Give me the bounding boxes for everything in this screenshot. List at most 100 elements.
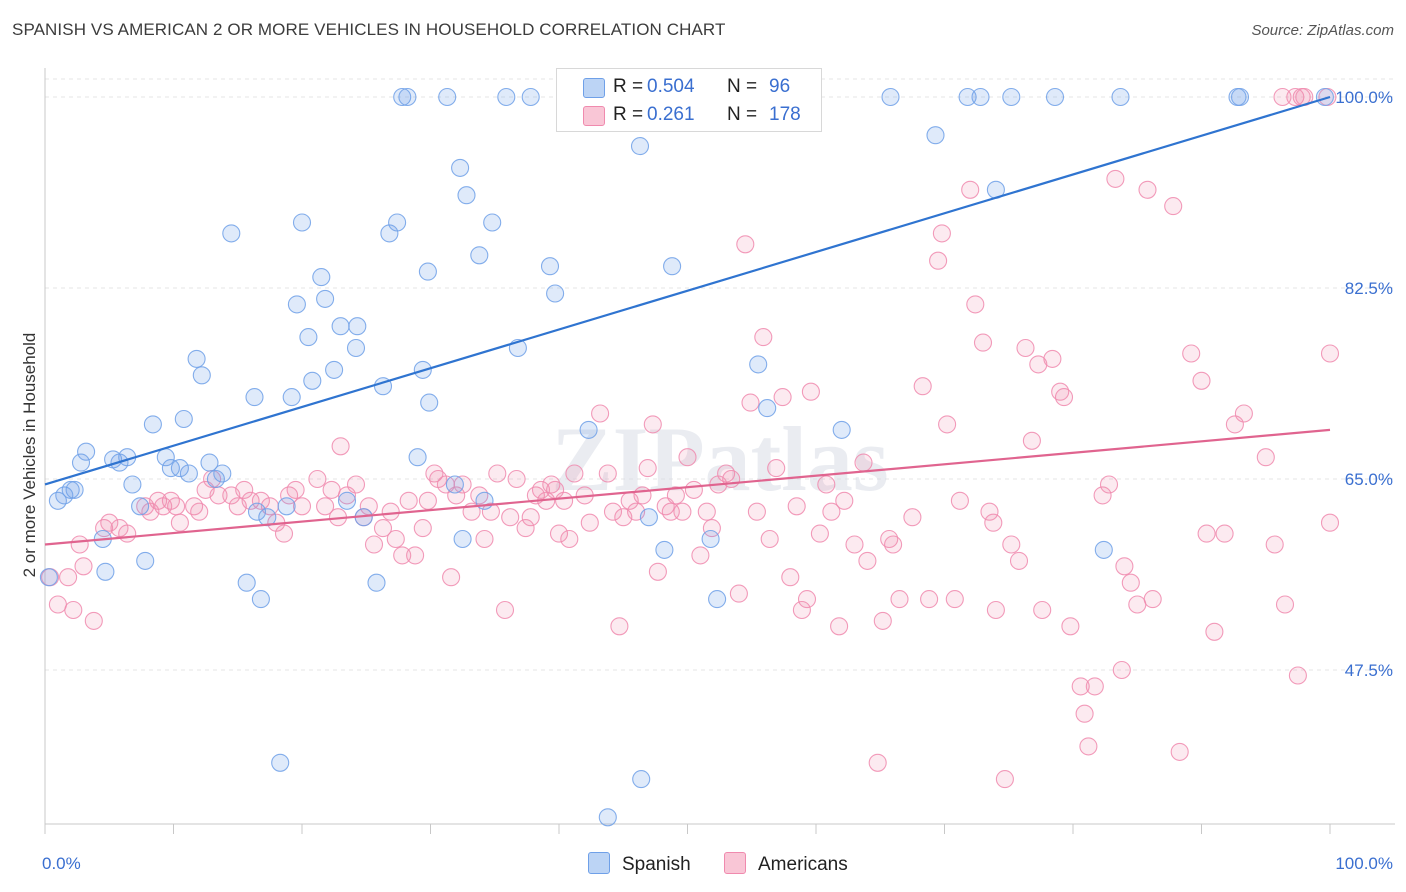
data-point-spanish	[1111, 87, 1130, 107]
data-point-americans	[1265, 535, 1284, 554]
data-point-spanish	[655, 540, 674, 559]
data-point-americans	[717, 464, 736, 483]
data-point-americans	[691, 546, 710, 565]
data-point-spanish	[192, 366, 211, 385]
data-point-spanish	[348, 317, 367, 336]
data-point-americans	[673, 502, 692, 521]
data-point-americans	[884, 535, 903, 554]
data-point-spanish	[187, 349, 206, 368]
data-point-spanish	[639, 508, 658, 527]
y-tick-label: 65.0%	[1345, 470, 1393, 489]
data-point-spanish	[393, 87, 412, 107]
y-tick-label: 100.0%	[1335, 88, 1393, 107]
data-point-americans	[549, 524, 569, 543]
data-point-spanish	[123, 475, 142, 494]
data-point-americans	[754, 328, 773, 347]
data-point-spanish	[65, 480, 84, 499]
data-point-americans	[84, 611, 103, 630]
data-point-americans	[555, 491, 574, 510]
data-point-americans	[938, 415, 957, 434]
r-label: R =	[613, 76, 644, 97]
data-point-spanish	[213, 464, 232, 483]
data-point-spanish	[237, 573, 256, 592]
data-point-spanish	[438, 87, 457, 107]
data-point-americans	[292, 497, 312, 516]
tick-labels: 47.5% 65.0% 82.5% 100.0% 0.0% 100.0%	[42, 88, 1393, 873]
axes	[44, 68, 1395, 834]
data-point-spanish	[174, 409, 193, 429]
data-point-americans	[598, 464, 617, 483]
data-point-spanish	[251, 590, 270, 609]
data-point-americans	[1273, 87, 1292, 107]
data-point-americans	[1197, 524, 1216, 543]
data-point-spanish	[282, 388, 301, 407]
data-point-spanish	[958, 87, 977, 107]
data-point-americans	[418, 491, 437, 510]
data-point-americans	[1121, 573, 1140, 592]
data-point-americans	[1022, 431, 1041, 450]
data-point-americans	[1106, 169, 1125, 188]
data-point-americans	[516, 519, 535, 538]
data-point-spanish	[708, 590, 727, 609]
data-point-americans	[1320, 513, 1340, 532]
data-point-americans	[501, 508, 520, 527]
legend-item-spanish[interactable]: Spanish	[588, 852, 691, 876]
data-point-americans	[316, 497, 335, 516]
data-point-spanish	[540, 257, 560, 276]
data-point-americans	[149, 491, 168, 510]
data-point-americans	[1182, 344, 1201, 363]
data-point-americans	[580, 513, 599, 532]
data-point-spanish	[453, 529, 472, 549]
data-point-americans	[760, 529, 779, 549]
data-point-spanish	[1094, 540, 1113, 559]
data-point-spanish	[926, 126, 945, 145]
data-point-spanish	[408, 448, 427, 467]
data-point-americans	[747, 502, 766, 521]
data-point-spanish	[200, 453, 219, 472]
data-point-americans	[1009, 551, 1029, 570]
data-point-americans	[610, 617, 629, 636]
data-point-americans	[1075, 704, 1094, 723]
data-point-americans	[413, 519, 432, 538]
data-point-americans	[531, 480, 551, 499]
legend-label-americans: Americans	[758, 854, 848, 875]
data-point-americans	[521, 508, 540, 527]
data-point-spanish	[292, 213, 312, 232]
x-tick-label: 0.0%	[42, 854, 81, 873]
data-point-americans	[792, 600, 811, 620]
data-point-spanish	[325, 360, 344, 379]
data-point-americans	[495, 600, 515, 620]
data-point-americans	[70, 535, 89, 554]
data-point-americans	[322, 480, 341, 499]
stats-swatch-americans	[583, 106, 605, 126]
data-point-spanish	[331, 317, 350, 336]
data-point-americans	[1093, 486, 1112, 505]
legend-label-spanish: Spanish	[622, 854, 691, 875]
data-point-spanish	[77, 442, 96, 461]
data-point-americans	[170, 513, 189, 532]
data-point-americans	[346, 475, 366, 494]
data-point-americans	[481, 502, 500, 521]
y-tick-label: 82.5%	[1345, 279, 1393, 298]
data-points	[39, 87, 1340, 827]
data-point-spanish	[247, 502, 267, 521]
data-point-americans	[741, 393, 760, 412]
data-point-americans	[1002, 535, 1021, 554]
data-point-americans	[648, 562, 667, 581]
data-point-americans	[913, 377, 932, 396]
data-point-americans	[787, 497, 806, 516]
data-point-americans	[1054, 388, 1074, 407]
data-point-americans	[1215, 524, 1234, 543]
n-value: 178	[769, 104, 801, 125]
data-point-americans	[845, 535, 864, 554]
stats-swatch-spanish	[583, 78, 605, 98]
data-point-spanish	[546, 284, 565, 303]
data-point-americans	[118, 524, 137, 543]
data-point-americans	[64, 600, 83, 620]
data-point-spanish	[222, 224, 241, 243]
data-point-spanish	[287, 295, 306, 314]
data-point-americans	[773, 388, 792, 407]
data-point-americans	[722, 469, 741, 489]
legend-item-americans[interactable]: Americans	[724, 852, 848, 876]
chart-title: SPANISH VS AMERICAN 2 OR MORE VEHICLES I…	[12, 20, 726, 39]
